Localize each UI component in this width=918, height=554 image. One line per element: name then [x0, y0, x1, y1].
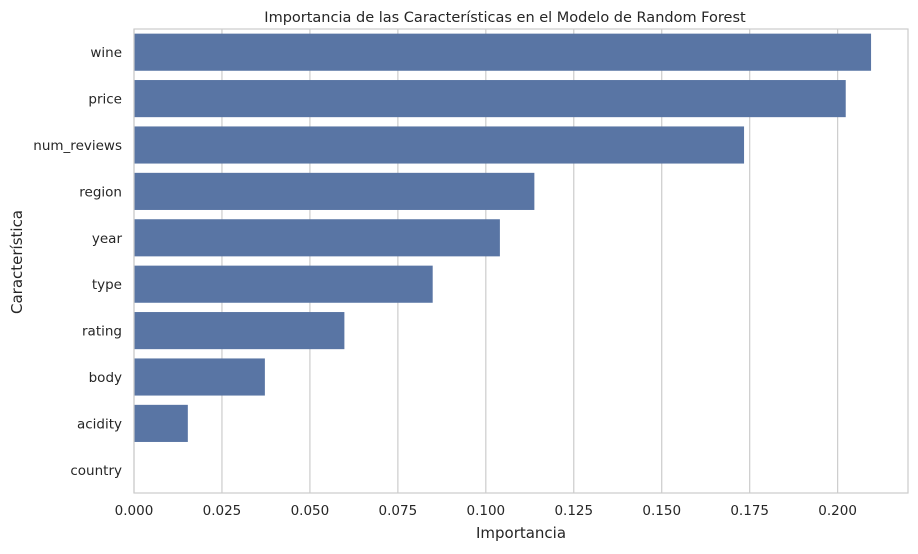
- bar-region: [134, 172, 535, 210]
- x-tick-label: 0.150: [642, 503, 681, 519]
- x-tick-label: 0.175: [730, 503, 769, 519]
- bar-type: [134, 265, 433, 303]
- x-tick-label: 0.200: [818, 503, 857, 519]
- y-tick-label: num_reviews: [33, 138, 122, 154]
- bar-price: [134, 80, 846, 118]
- x-axis-label: Importancia: [476, 524, 566, 542]
- x-tick-label: 0.075: [379, 503, 418, 519]
- y-tick-label: type: [92, 277, 122, 293]
- bar-wine: [134, 33, 872, 71]
- plot-frame: [133, 28, 909, 494]
- y-tick-label: country: [70, 463, 122, 479]
- bar-year: [134, 219, 500, 257]
- y-tick-label: acidity: [77, 416, 122, 432]
- x-tick-label: 0.100: [466, 503, 505, 519]
- y-tick-label: rating: [82, 324, 122, 340]
- y-tick-label: body: [89, 370, 122, 386]
- x-tick-label: 0.000: [115, 503, 154, 519]
- y-tick-label: price: [88, 92, 122, 108]
- bar-layer: [134, 33, 872, 442]
- bar-num-reviews: [134, 126, 745, 164]
- y-tick-label: region: [79, 184, 122, 200]
- x-tick-labels: 0.000 0.025 0.050 0.075 0.100 0.125 0.150 0.175…: [115, 503, 857, 519]
- bar-body: [134, 358, 265, 396]
- chart-title: Importancia de las Características en el…: [264, 10, 746, 26]
- x-tick-label: 0.050: [291, 503, 330, 519]
- y-tick-label: year: [92, 231, 123, 247]
- bar-rating: [134, 312, 345, 350]
- y-axis-label: Característica: [8, 210, 26, 314]
- y-tick-label: wine: [90, 45, 122, 61]
- x-tick-label: 0.025: [203, 503, 242, 519]
- bar-acidity: [134, 404, 188, 442]
- x-tick-label: 0.125: [554, 503, 593, 519]
